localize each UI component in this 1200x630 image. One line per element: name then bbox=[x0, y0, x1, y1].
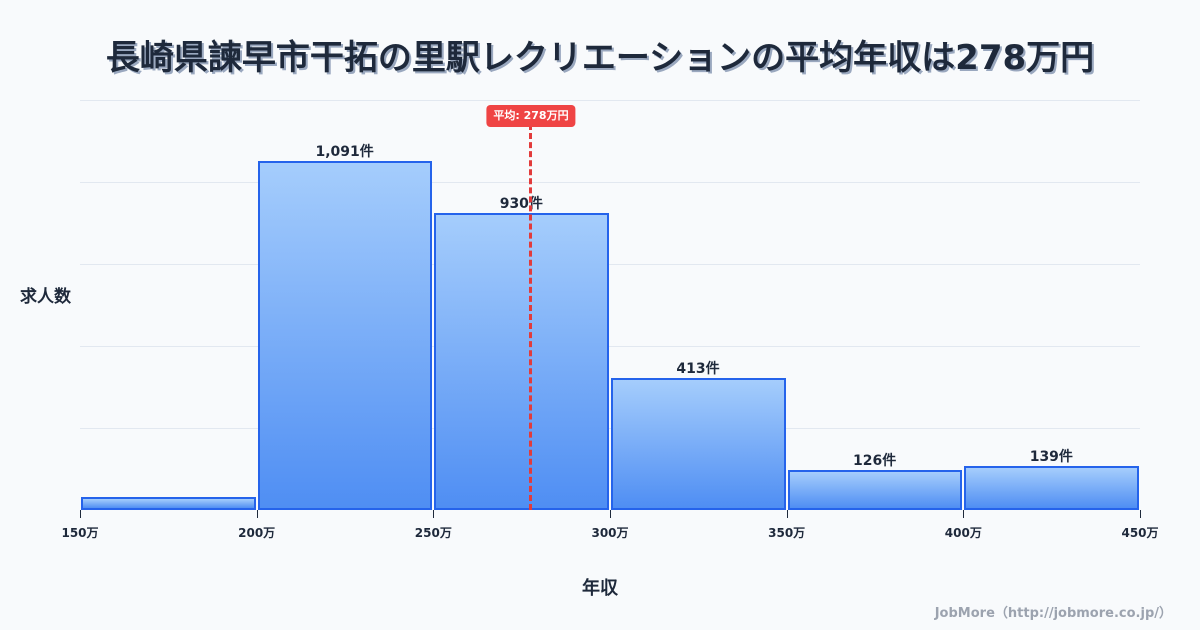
bar-value-label: 413件 bbox=[676, 360, 720, 377]
y-axis-label: 求人数 bbox=[20, 287, 71, 307]
gridline bbox=[80, 182, 1140, 183]
gridline bbox=[80, 428, 1140, 429]
x-tick bbox=[610, 510, 611, 518]
histogram-bar bbox=[434, 212, 609, 510]
histogram-bar bbox=[611, 377, 786, 510]
x-tick-label: 200万 bbox=[238, 526, 276, 540]
histogram-bar bbox=[787, 469, 963, 510]
gridline bbox=[80, 346, 1140, 347]
footer-credit: JobMore（http://jobmore.co.jp/） bbox=[934, 606, 1172, 621]
gridline bbox=[80, 100, 1140, 101]
gridline bbox=[80, 264, 1140, 265]
x-tick-label: 300万 bbox=[591, 526, 629, 540]
mean-badge: 平均: 278万円 bbox=[486, 105, 576, 127]
bar-value-label: 139件 bbox=[1029, 448, 1073, 465]
x-axis-label: 年収 bbox=[582, 578, 618, 599]
x-tick bbox=[963, 510, 965, 518]
x-tick bbox=[1140, 510, 1141, 518]
bar-value-label: 1,091件 bbox=[315, 144, 374, 161]
histogram-bar bbox=[257, 161, 433, 510]
bar-value-label: 930件 bbox=[499, 195, 543, 212]
bar-value-label: 126件 bbox=[853, 452, 897, 469]
x-tick bbox=[433, 510, 435, 518]
chart-title: 長崎県諫早市干拓の里駅レクリエーションの平均年収は278万円 bbox=[105, 38, 1095, 78]
x-tick bbox=[256, 510, 258, 518]
x-tick bbox=[786, 510, 788, 518]
x-tick-label: 400万 bbox=[944, 526, 982, 540]
x-tick-label: 350万 bbox=[768, 526, 806, 540]
x-tick-label: 150万 bbox=[61, 526, 99, 540]
plot-area bbox=[80, 100, 1140, 510]
histogram-bar bbox=[964, 465, 1139, 510]
mean-line bbox=[529, 124, 532, 510]
histogram-bar bbox=[81, 497, 256, 510]
x-tick-label: 250万 bbox=[414, 526, 452, 540]
x-tick bbox=[80, 510, 81, 518]
x-tick-label: 450万 bbox=[1121, 526, 1159, 540]
